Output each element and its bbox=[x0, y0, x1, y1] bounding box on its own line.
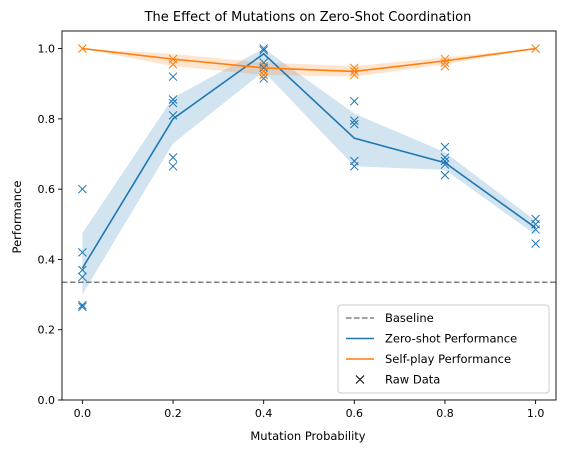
raw-point-s1-x4-0 bbox=[440, 54, 450, 64]
raw-point-s0-x3-4 bbox=[349, 161, 359, 171]
plot-area bbox=[62, 44, 556, 312]
y-tick-label-0: 0.0 bbox=[38, 394, 56, 407]
y-tick-label-2: 0.4 bbox=[38, 253, 56, 266]
x-tick-label-5: 1.0 bbox=[527, 407, 545, 420]
raw-point-s1-x4-2 bbox=[440, 61, 450, 71]
raw-point-s0-x3-2 bbox=[349, 119, 359, 129]
raw-point-s1-x0-1 bbox=[78, 44, 87, 53]
raw-point-s0-x4-0 bbox=[440, 142, 450, 152]
raw-point-s1-x5-1 bbox=[531, 44, 540, 53]
raw-point-s0-x4-2 bbox=[440, 156, 450, 166]
raw-point-s0-x3-0 bbox=[349, 96, 359, 106]
raw-point-s0-x1-0 bbox=[168, 72, 178, 82]
band-series-0 bbox=[82, 48, 536, 295]
raw-point-s0-x0-5 bbox=[78, 302, 87, 312]
raw-point-s1-x3-2 bbox=[349, 70, 359, 80]
y-axis-label: Performance bbox=[10, 181, 24, 254]
y-tick-label-5: 1.0 bbox=[38, 43, 56, 56]
raw-point-s0-x0-1 bbox=[78, 248, 87, 257]
raw-point-s0-x4-3 bbox=[440, 160, 450, 169]
axes-frame bbox=[61, 30, 557, 401]
x-tick-label-3: 0.6 bbox=[346, 407, 364, 420]
raw-point-s0-x2-5 bbox=[259, 74, 269, 83]
legend: Baseline Zero-shot Performance Self-play P… bbox=[337, 304, 550, 394]
raw-point-s0-x2-0 bbox=[259, 44, 269, 53]
raw-point-s1-x3-1 bbox=[349, 67, 359, 76]
legend-label-1: Zero-shot Performance bbox=[385, 332, 517, 346]
raw-point-s0-x5-3 bbox=[531, 239, 540, 248]
legend-marker-3 bbox=[355, 375, 365, 384]
raw-point-s0-x0-2 bbox=[78, 265, 87, 275]
line-series-0 bbox=[81, 52, 537, 269]
raw-point-s1-x4-1 bbox=[440, 58, 450, 67]
axes: 0.0 0.2 0.4 0.6 0.8 1.0 0.0 0.2 0.4 0.6 0.8 1.0 bbox=[38, 30, 557, 420]
raw-point-s0-x4-4 bbox=[440, 170, 450, 180]
raw-point-s0-x0-4 bbox=[78, 300, 87, 310]
raw-point-s0-x4-1 bbox=[440, 153, 450, 162]
raw-point-s0-x2-1 bbox=[259, 45, 269, 55]
raw-point-s1-x3-0 bbox=[349, 63, 359, 73]
raw-point-s1-x2-2 bbox=[259, 70, 269, 80]
raw-point-s0-x1-1 bbox=[168, 95, 178, 104]
raw-point-s0-x1-2 bbox=[168, 98, 178, 108]
raw-point-s0-x3-1 bbox=[349, 116, 359, 125]
raw-point-s0-x0-3 bbox=[78, 272, 87, 282]
x-tick-label-1: 0.2 bbox=[164, 407, 182, 420]
x-tick-label-4: 0.8 bbox=[436, 407, 454, 420]
x-tick-label-2: 0.4 bbox=[255, 407, 273, 420]
raw-point-s0-x5-2 bbox=[531, 225, 540, 234]
raw-point-s1-x2-1 bbox=[259, 67, 269, 76]
x-axis-label: Mutation Probability bbox=[250, 429, 365, 443]
raw-point-s1-x1-1 bbox=[168, 60, 178, 69]
y-tick-label-4: 0.8 bbox=[38, 113, 56, 126]
raw-point-s0-x1-4 bbox=[168, 153, 178, 162]
raw-point-s0-x1-5 bbox=[168, 161, 178, 171]
legend-label-3: Raw Data bbox=[385, 373, 440, 387]
raw-point-s0-x1-3 bbox=[168, 110, 178, 120]
legend-label-0: Baseline bbox=[385, 311, 434, 325]
chart-title: The Effect of Mutations on Zero-Shot Coo… bbox=[144, 10, 472, 25]
x-tick-label-0: 0.0 bbox=[74, 407, 92, 420]
y-tick-label-1: 0.2 bbox=[38, 324, 56, 337]
raw-point-s0-x0-0 bbox=[78, 184, 87, 194]
legend-box bbox=[337, 304, 550, 394]
y-tick-label-3: 0.6 bbox=[38, 183, 56, 196]
raw-point-s0-x2-3 bbox=[259, 63, 269, 73]
legend-label-2: Self-play Performance bbox=[385, 352, 511, 366]
line-series-1 bbox=[82, 47, 536, 73]
